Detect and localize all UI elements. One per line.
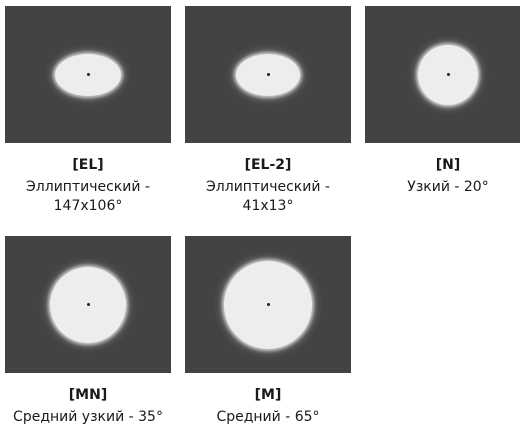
center-dot [446,73,450,76]
beam-option-el-2[interactable]: [EL-2] Эллиптический - 41x13° [185,6,351,216]
beam-preview-mn[interactable] [5,236,171,373]
beam-code: [EL] [72,157,104,173]
center-dot [266,303,270,306]
beam-preview-el-2[interactable] [185,6,351,143]
center-dot [266,73,270,76]
center-dot [86,303,90,306]
beam-code: [M] [254,387,282,403]
beam-preview-n[interactable] [365,6,520,143]
beam-preview-el[interactable] [5,6,171,143]
beam-description: Эллиптический - 41x13° [206,179,330,214]
beam-preview-m[interactable] [185,236,351,373]
beam-code: [EL-2] [244,157,292,173]
beam-description: Узкий - 20° [407,179,489,195]
beam-option-n[interactable]: [N] Узкий - 20° [365,6,520,197]
beam-description: Средний узкий - 35° [13,409,163,425]
beam-description: Эллиптический - 147x106° [26,179,150,214]
beam-code: [N] [435,157,461,173]
center-dot [86,73,90,76]
beam-code: [MN] [68,387,108,403]
beam-option-mn[interactable]: [MN] Средний узкий - 35° [5,236,171,427]
beam-option-el[interactable]: [EL] Эллиптический - 147x106° [5,6,171,216]
beam-option-m[interactable]: [M] Средний - 65° [185,236,351,427]
beam-description: Средний - 65° [216,409,320,425]
